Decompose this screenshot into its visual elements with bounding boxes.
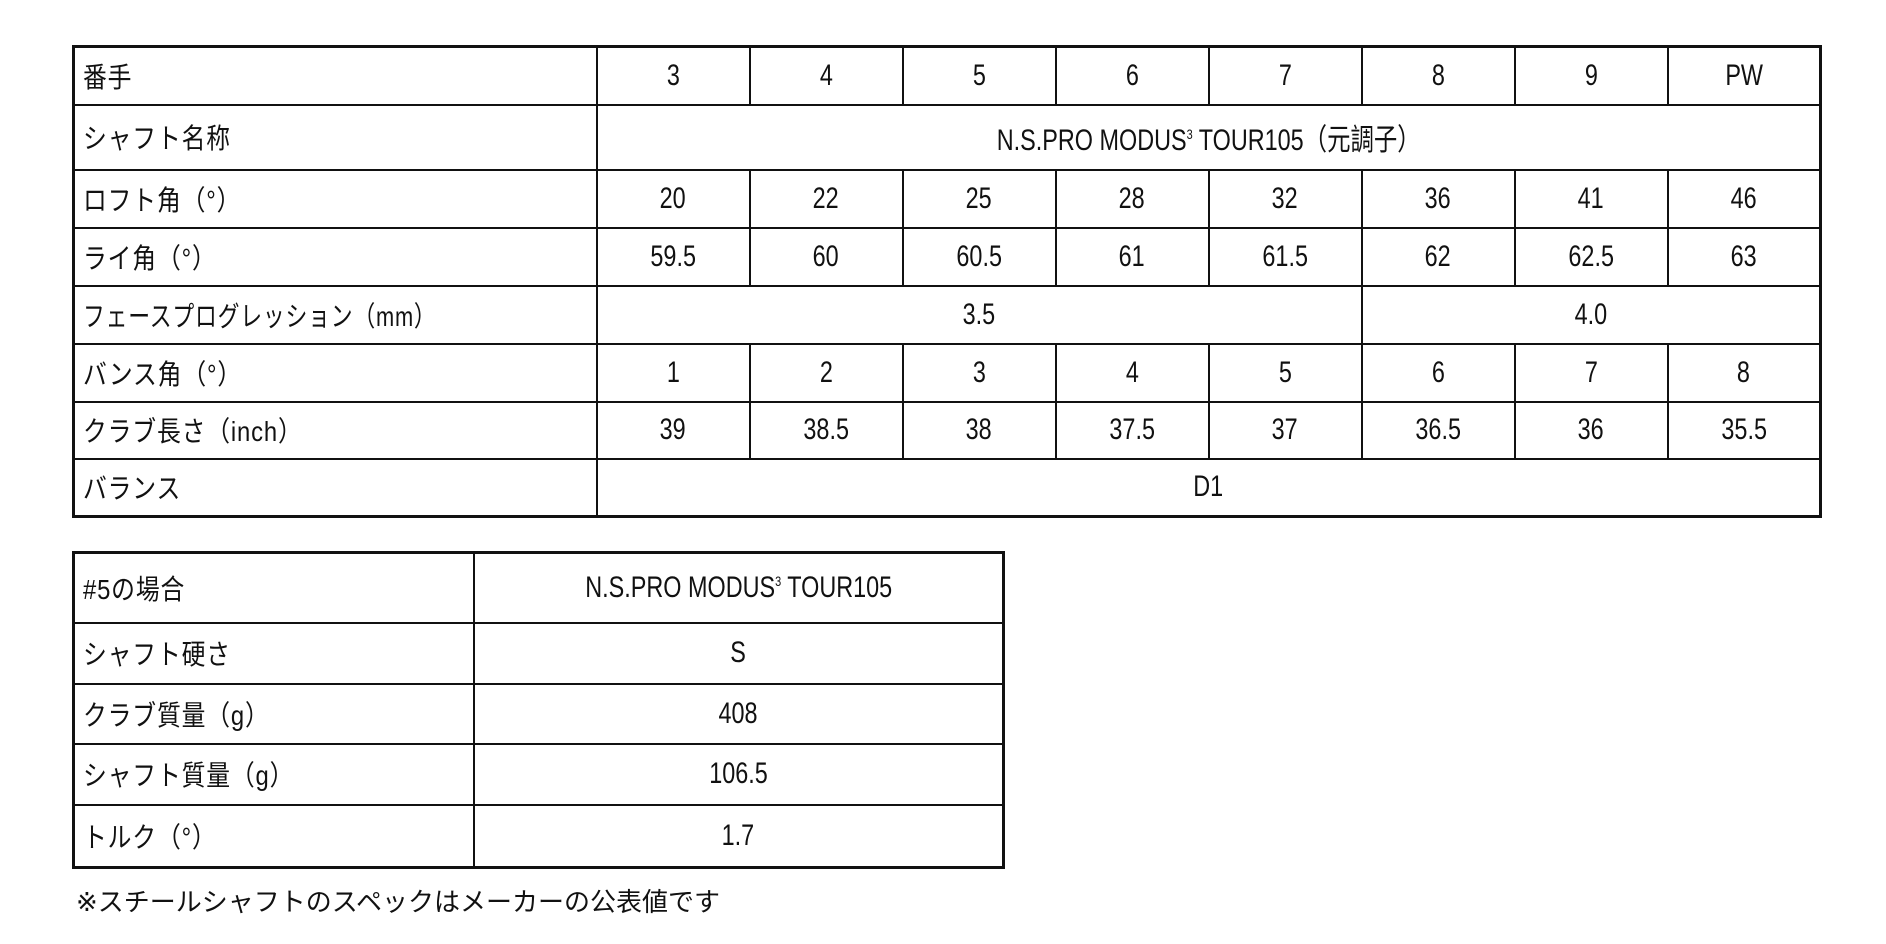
table-row-length: クラブ長さ（inch） 39 38.5 38 37.5 37 36.5 36 3… bbox=[72, 400, 1822, 460]
cell: 9 bbox=[1513, 45, 1669, 106]
cell: 2 bbox=[748, 342, 904, 403]
cell: 36 bbox=[1360, 168, 1516, 229]
row-label: クラブ質量（g） bbox=[72, 682, 475, 745]
table-row: トルク（°） 1.7 bbox=[72, 803, 1005, 869]
cell: 3.5 bbox=[595, 284, 1363, 345]
cell: 4 bbox=[748, 45, 904, 106]
cell: 59.5 bbox=[595, 226, 751, 287]
row-label: ロフト角（°） bbox=[72, 168, 598, 229]
cell: 3 bbox=[901, 342, 1057, 403]
cell: 61 bbox=[1054, 226, 1210, 287]
cell: 7 bbox=[1207, 45, 1363, 106]
table-row-loft: ロフト角（°） 20 22 25 28 32 36 41 46 bbox=[72, 168, 1822, 229]
cell: 3 bbox=[595, 45, 751, 106]
cell: 38.5 bbox=[748, 400, 904, 460]
cell: 38 bbox=[901, 400, 1057, 460]
cell: 8 bbox=[1666, 342, 1822, 403]
cell: 22 bbox=[748, 168, 904, 229]
row-label: ライ角（°） bbox=[72, 226, 598, 287]
cell: 39 bbox=[595, 400, 751, 460]
cell: 8 bbox=[1360, 45, 1516, 106]
table-row: シャフト硬さ S bbox=[72, 621, 1005, 685]
cell: 62.5 bbox=[1513, 226, 1669, 287]
cell: 32 bbox=[1207, 168, 1363, 229]
cell: 37 bbox=[1207, 400, 1363, 460]
row-label: シャフト名称 bbox=[72, 103, 598, 171]
row-label: トルク（°） bbox=[72, 803, 475, 869]
cell: 60.5 bbox=[901, 226, 1057, 287]
table-row-shaft-name: シャフト名称 N.S.PRO MODUS3 TOUR105（元調子） bbox=[72, 103, 1822, 171]
table-row: クラブ質量（g） 408 bbox=[72, 682, 1005, 745]
footnote: ※スチールシャフトのスペックはメーカーの公表値です bbox=[76, 887, 720, 917]
cell: 5 bbox=[901, 45, 1057, 106]
cell: 1 bbox=[595, 342, 751, 403]
row-label: シャフト質量（g） bbox=[72, 742, 475, 806]
cell: 28 bbox=[1054, 168, 1210, 229]
row-label: クラブ長さ（inch） bbox=[72, 400, 598, 460]
row-label: フェースプログレッション（mm） bbox=[72, 284, 598, 345]
cell: 6 bbox=[1360, 342, 1516, 403]
cell: 41 bbox=[1513, 168, 1669, 229]
cell: 35.5 bbox=[1666, 400, 1822, 460]
table-row: シャフト質量（g） 106.5 bbox=[72, 742, 1005, 806]
table-row-bounce: バンス角（°） 1 2 3 4 5 6 7 8 bbox=[72, 342, 1822, 403]
club-spec-table: 番手 3 4 5 6 7 8 9 PW シャフト名称 N.S.PRO MODUS… bbox=[72, 45, 1822, 518]
cell: 5 bbox=[1207, 342, 1363, 403]
cell: D1 bbox=[595, 457, 1822, 518]
cell: 4.0 bbox=[1360, 284, 1822, 345]
cell: 62 bbox=[1360, 226, 1516, 287]
row-label: シャフト硬さ bbox=[72, 621, 475, 685]
cell: 25 bbox=[901, 168, 1057, 229]
cell: 408 bbox=[472, 682, 1005, 745]
cell: 63 bbox=[1666, 226, 1822, 287]
cell: N.S.PRO MODUS3 TOUR105（元調子） bbox=[595, 103, 1822, 171]
cell: 37.5 bbox=[1054, 400, 1210, 460]
row-label: バランス bbox=[72, 457, 598, 518]
cell: 1.7 bbox=[472, 803, 1005, 869]
table-row-header: #5の場合 N.S.PRO MODUS3 TOUR105 bbox=[72, 551, 1005, 624]
cell: 46 bbox=[1666, 168, 1822, 229]
cell: N.S.PRO MODUS3 TOUR105 bbox=[472, 551, 1005, 624]
cell: 36 bbox=[1513, 400, 1669, 460]
cell: 20 bbox=[595, 168, 751, 229]
cell: 60 bbox=[748, 226, 904, 287]
row-label: 番手 bbox=[72, 45, 598, 106]
table-row-balance: バランス D1 bbox=[72, 457, 1822, 518]
cell: 106.5 bbox=[472, 742, 1005, 806]
table-row-number: 番手 3 4 5 6 7 8 9 PW bbox=[72, 45, 1822, 106]
shaft-spec-table: #5の場合 N.S.PRO MODUS3 TOUR105 シャフト硬さ S クラ… bbox=[72, 551, 1005, 869]
cell: 36.5 bbox=[1360, 400, 1516, 460]
cell: S bbox=[472, 621, 1005, 685]
table-row-face-progression: フェースプログレッション（mm） 3.5 4.0 bbox=[72, 284, 1822, 345]
row-label: バンス角（°） bbox=[72, 342, 598, 403]
row-label: #5の場合 bbox=[72, 551, 475, 624]
cell: 7 bbox=[1513, 342, 1669, 403]
cell: 61.5 bbox=[1207, 226, 1363, 287]
table-row-lie: ライ角（°） 59.5 60 60.5 61 61.5 62 62.5 63 bbox=[72, 226, 1822, 287]
cell: 6 bbox=[1054, 45, 1210, 106]
cell: PW bbox=[1666, 45, 1822, 106]
cell: 4 bbox=[1054, 342, 1210, 403]
